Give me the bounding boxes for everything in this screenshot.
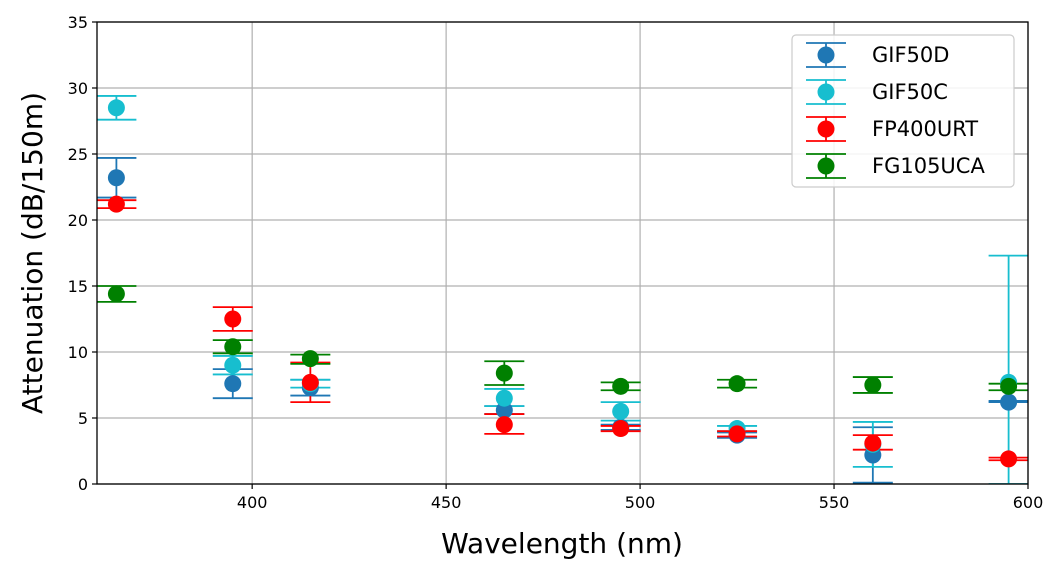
data-point — [224, 338, 242, 356]
y-tick-label: 5 — [78, 409, 88, 428]
data-point — [728, 375, 746, 393]
legend-label: GIF50D — [872, 43, 949, 67]
y-tick-label: 25 — [68, 145, 88, 164]
legend-label: GIF50C — [872, 80, 948, 104]
axis-ticks: 400 450 500 550 600 0 5 10 15 20 25 30 35 — [68, 13, 1044, 512]
data-point — [224, 375, 242, 393]
data-point — [495, 416, 513, 434]
y-tick-label: 10 — [68, 343, 88, 362]
y-tick-label: 35 — [68, 13, 88, 32]
legend-box — [791, 34, 1015, 188]
data-point — [1000, 393, 1018, 411]
legend-marker — [817, 120, 835, 138]
x-axis-label: Wavelength (nm) — [441, 527, 683, 560]
data-point — [495, 389, 513, 407]
data-point — [301, 350, 319, 368]
y-tick-label: 30 — [68, 79, 88, 98]
data-point — [495, 401, 513, 419]
legend-marker — [817, 46, 835, 64]
data-point — [224, 356, 242, 374]
data-point — [864, 434, 882, 452]
data-point — [301, 373, 319, 391]
legend-label: FP400URT — [872, 117, 978, 141]
series-group — [97, 95, 1028, 484]
x-tick-label: 600 — [1013, 493, 1044, 512]
x-tick-label: 450 — [431, 493, 462, 512]
data-point — [612, 420, 630, 438]
y-tick-label: 0 — [78, 475, 88, 494]
data-point — [107, 195, 125, 213]
x-tick-label: 550 — [819, 493, 850, 512]
data-point — [107, 99, 125, 117]
data-point — [1000, 377, 1018, 395]
legend-marker — [817, 157, 835, 175]
y-axis-label: Attenuation (dB/150m) — [16, 92, 49, 414]
x-tick-label: 400 — [237, 493, 268, 512]
plot-frame — [96, 21, 1029, 485]
data-point — [864, 376, 882, 394]
data-point — [1000, 450, 1018, 468]
x-tick-label: 500 — [625, 493, 656, 512]
y-tick-label: 15 — [68, 277, 88, 296]
data-point — [107, 169, 125, 187]
legend: GIF50D GIF50C FP400URT FG105UCA — [791, 34, 1015, 188]
data-point — [612, 377, 630, 395]
data-point — [224, 310, 242, 328]
data-point — [495, 364, 513, 382]
data-point — [728, 425, 746, 443]
data-point — [612, 402, 630, 420]
legend-label: FG105UCA — [872, 154, 985, 178]
data-point — [107, 285, 125, 303]
legend-marker — [817, 83, 835, 101]
data-points — [97, 95, 1028, 484]
y-tick-label: 20 — [68, 211, 88, 230]
